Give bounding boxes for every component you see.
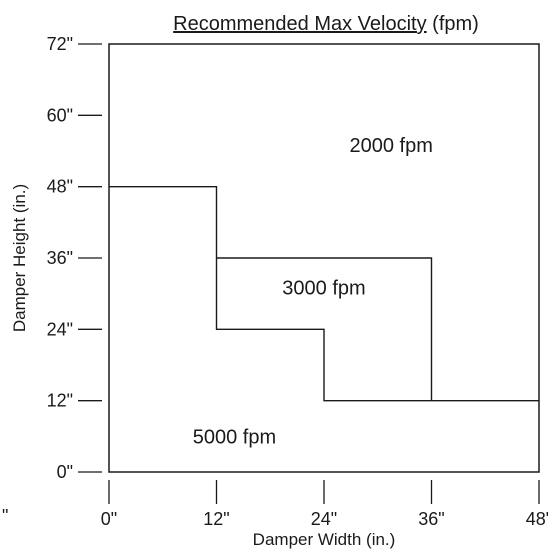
x-tick-label-1: 12": [203, 509, 229, 529]
y-axis-label: Damper Height (in.): [10, 184, 29, 332]
y-tick-label-6: 72": [47, 34, 73, 54]
y-tick-label-1: 12": [47, 391, 73, 411]
x-axis: 0" 12" 24" 36" 48": [101, 480, 548, 529]
chart-title-suffix: (fpm): [427, 13, 479, 35]
x-tick-label-4: 48": [526, 509, 548, 529]
plot-frame: [108, 43, 540, 473]
svg-text:Recommended Max Velocity (fpm): Recommended Max Velocity (fpm): [173, 13, 479, 35]
y-tick-label-4: 48": [47, 177, 73, 197]
boundary-3000-2000: [216, 257, 433, 401]
region-label-2: 5000 fpm: [193, 426, 276, 448]
x-tick-label-0: 0": [101, 509, 117, 529]
x-axis-label: Damper Width (in.): [253, 530, 396, 549]
y-tick-label-3: 36": [47, 248, 73, 268]
chart-title: Recommended Max Velocity (fpm): [173, 13, 479, 35]
y-axis: 0" 12" 24" 36" 48" 60" 72": [47, 34, 102, 482]
x-tick-label-partial: ": [2, 506, 8, 526]
x-tick-label-2: 24": [311, 509, 337, 529]
chart-title-main: Recommended Max Velocity: [173, 13, 426, 35]
x-tick-label-3: 36": [418, 509, 444, 529]
region-label-0: 2000 fpm: [349, 135, 432, 157]
region-label-1: 3000 fpm: [282, 278, 365, 300]
y-tick-label-5: 60": [47, 105, 73, 125]
y-tick-label-2: 24": [47, 319, 73, 339]
region-boundaries: [109, 185, 539, 402]
region-labels: 2000 fpm 3000 fpm 5000 fpm: [193, 135, 433, 448]
boundary-5000-3000: [109, 185, 539, 402]
y-tick-label-0: 0": [57, 462, 73, 482]
